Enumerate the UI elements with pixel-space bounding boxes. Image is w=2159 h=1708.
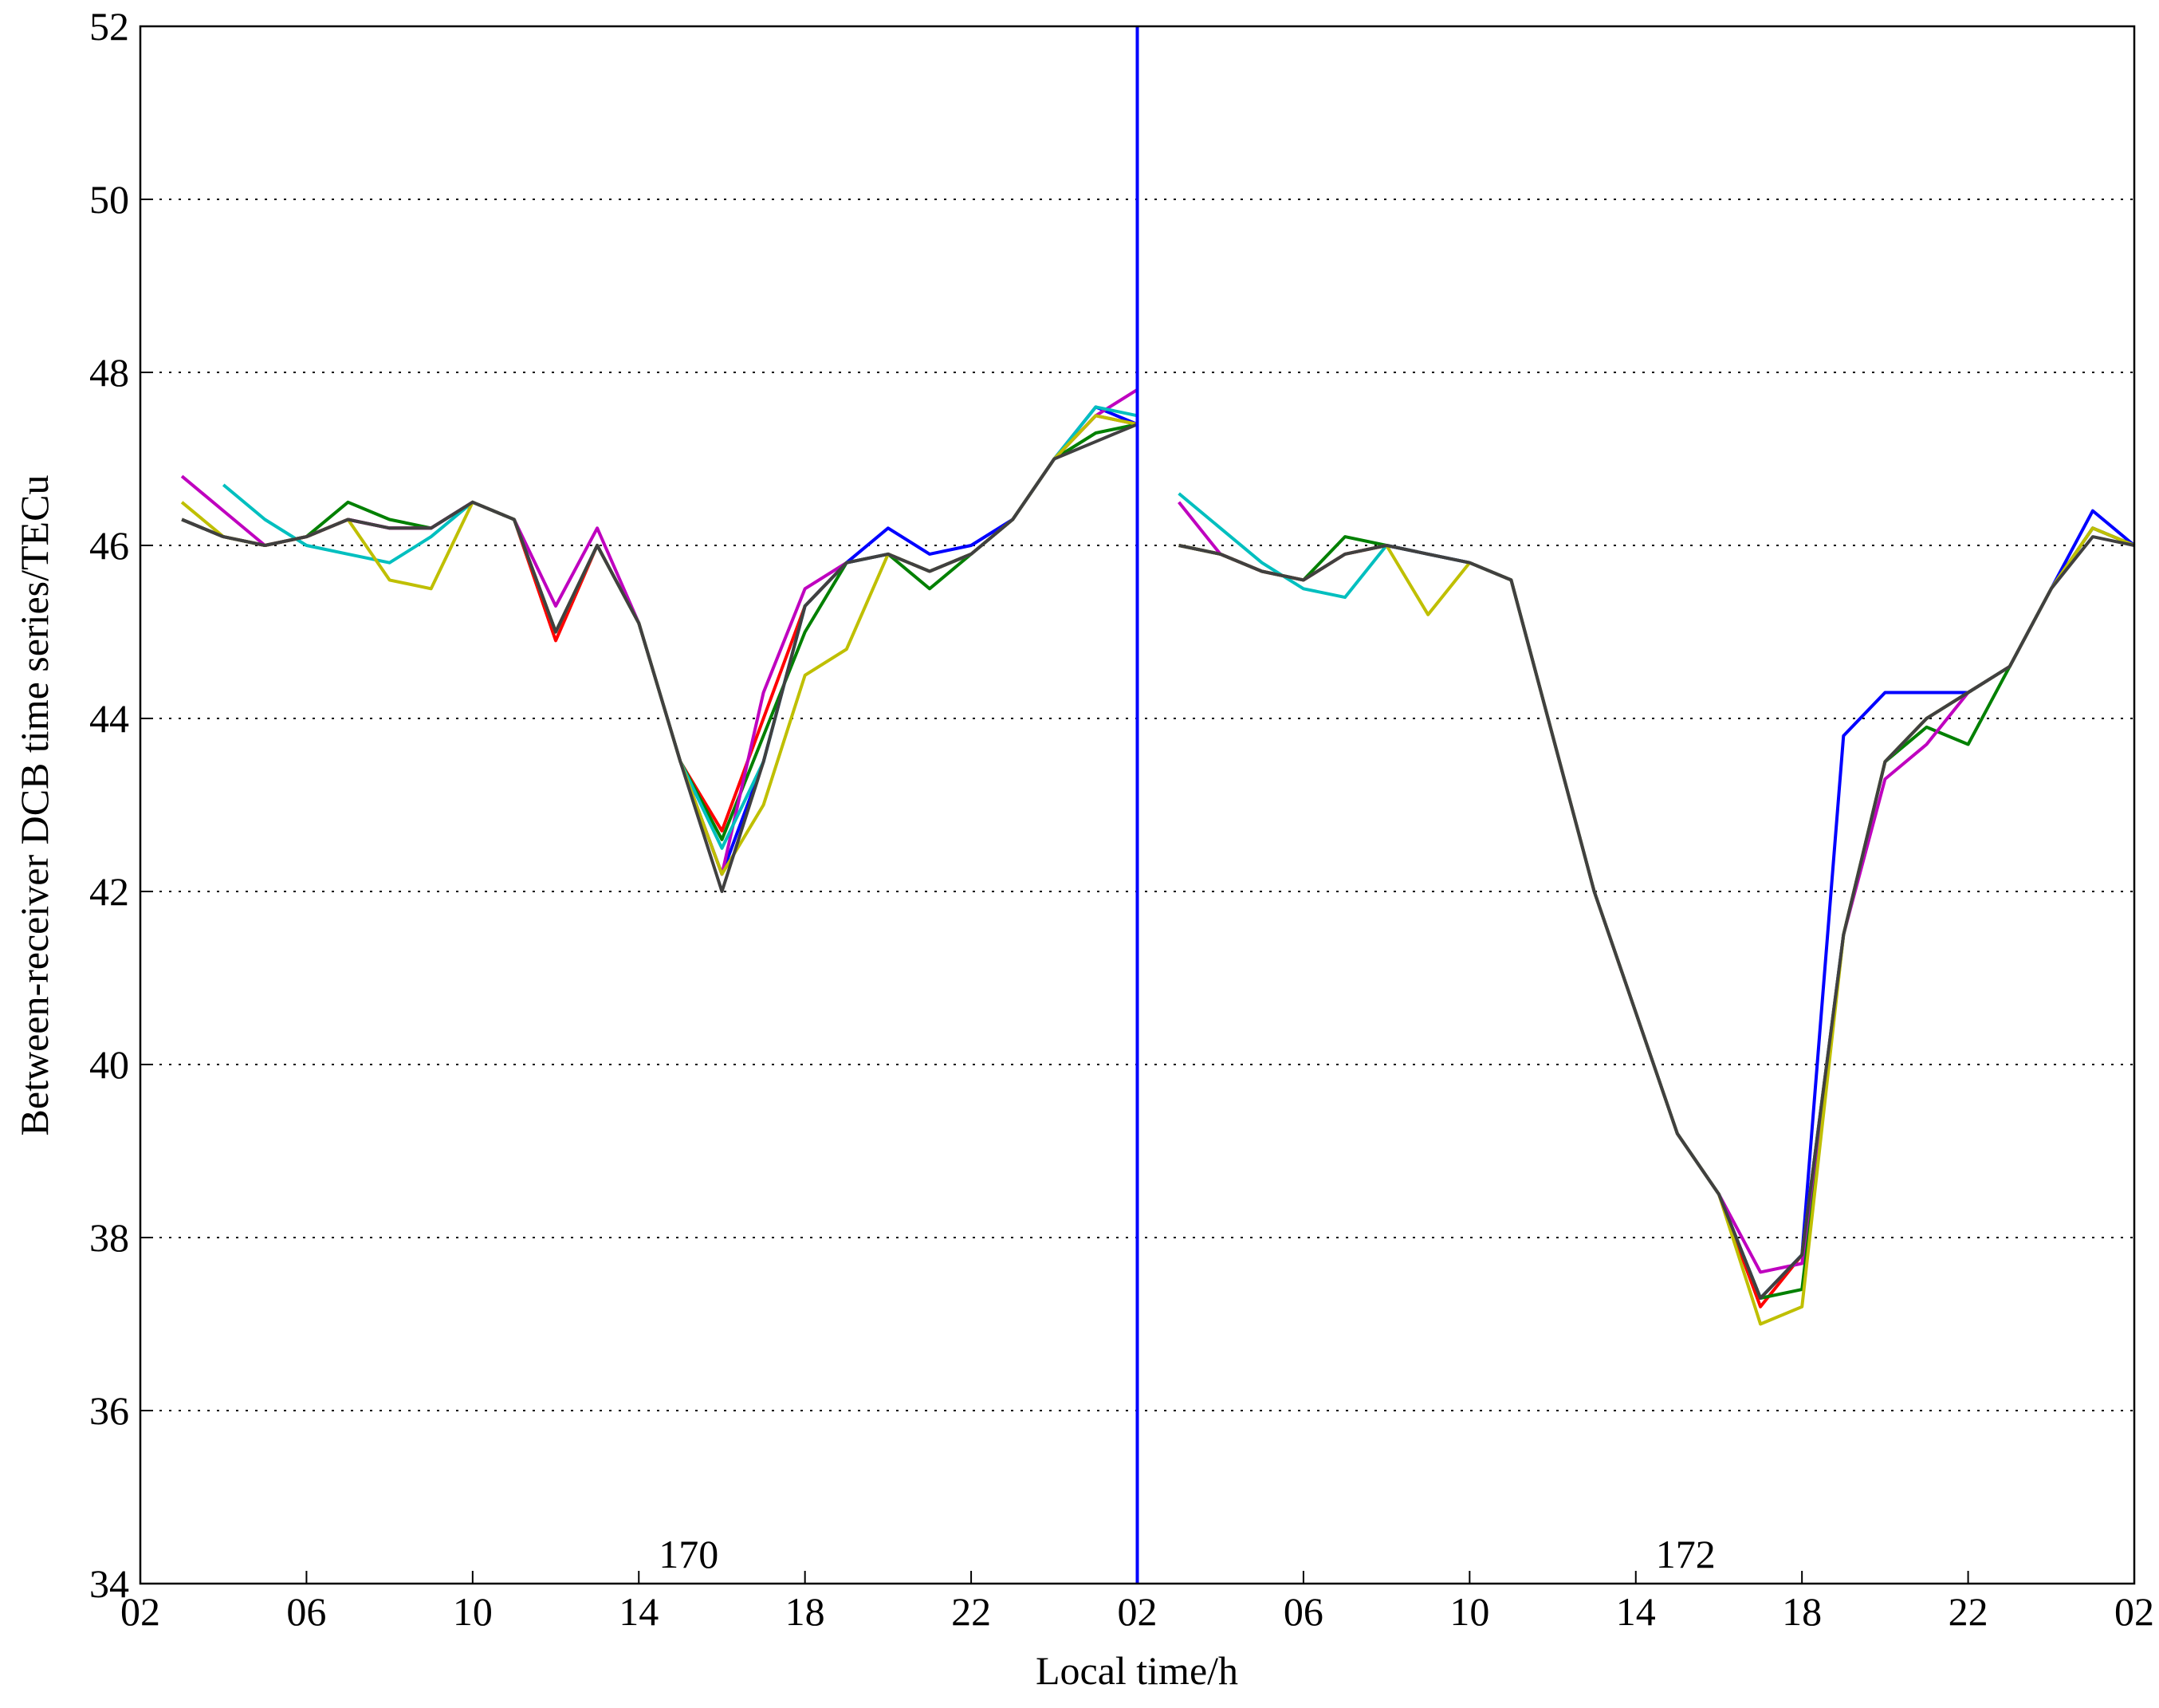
series-line bbox=[181, 414, 2135, 1309]
plot-frame bbox=[139, 25, 2136, 1585]
x-axis-label: Local time/h bbox=[1036, 1648, 1238, 1693]
x-tick-label: 14 bbox=[619, 1589, 659, 1634]
y-tick-label: 48 bbox=[89, 350, 129, 395]
x-tick-label: 14 bbox=[1616, 1589, 1656, 1634]
series-line bbox=[181, 423, 2135, 1300]
x-tick-label: 06 bbox=[286, 1589, 326, 1634]
x-tick-label: 18 bbox=[1782, 1589, 1822, 1634]
y-axis-label: Between-receiver DCB time series/TECu bbox=[12, 475, 57, 1136]
annotation: 170 bbox=[659, 1532, 718, 1576]
series-line bbox=[180, 414, 2135, 1326]
x-tick-label: 06 bbox=[1284, 1589, 1323, 1634]
series-line bbox=[181, 405, 2136, 1300]
y-tick-label: 36 bbox=[89, 1388, 129, 1433]
x-tick-label: 22 bbox=[951, 1589, 991, 1634]
x-tick-label: 18 bbox=[785, 1589, 825, 1634]
series-line bbox=[180, 388, 2135, 1274]
series-line bbox=[222, 405, 2135, 1300]
y-tick-label: 40 bbox=[89, 1042, 129, 1087]
y-tick-label: 52 bbox=[89, 4, 129, 49]
y-tick-label: 46 bbox=[89, 523, 129, 568]
x-tick-label: 10 bbox=[1449, 1589, 1489, 1634]
series-line bbox=[181, 423, 2135, 1300]
y-tick-label: 44 bbox=[89, 696, 129, 741]
x-tick-label: 10 bbox=[453, 1589, 493, 1634]
y-tick-label: 42 bbox=[89, 869, 129, 914]
x-tick-label: 02 bbox=[120, 1589, 160, 1634]
annotation: 172 bbox=[1656, 1532, 1716, 1576]
y-tick-label: 38 bbox=[89, 1215, 129, 1260]
x-tick-label: 02 bbox=[2114, 1589, 2154, 1634]
x-tick-label: 22 bbox=[1949, 1589, 1988, 1634]
x-tick-label: 02 bbox=[1118, 1589, 1158, 1634]
y-tick-label: 50 bbox=[89, 177, 129, 222]
y-tick-label: 34 bbox=[89, 1561, 129, 1606]
